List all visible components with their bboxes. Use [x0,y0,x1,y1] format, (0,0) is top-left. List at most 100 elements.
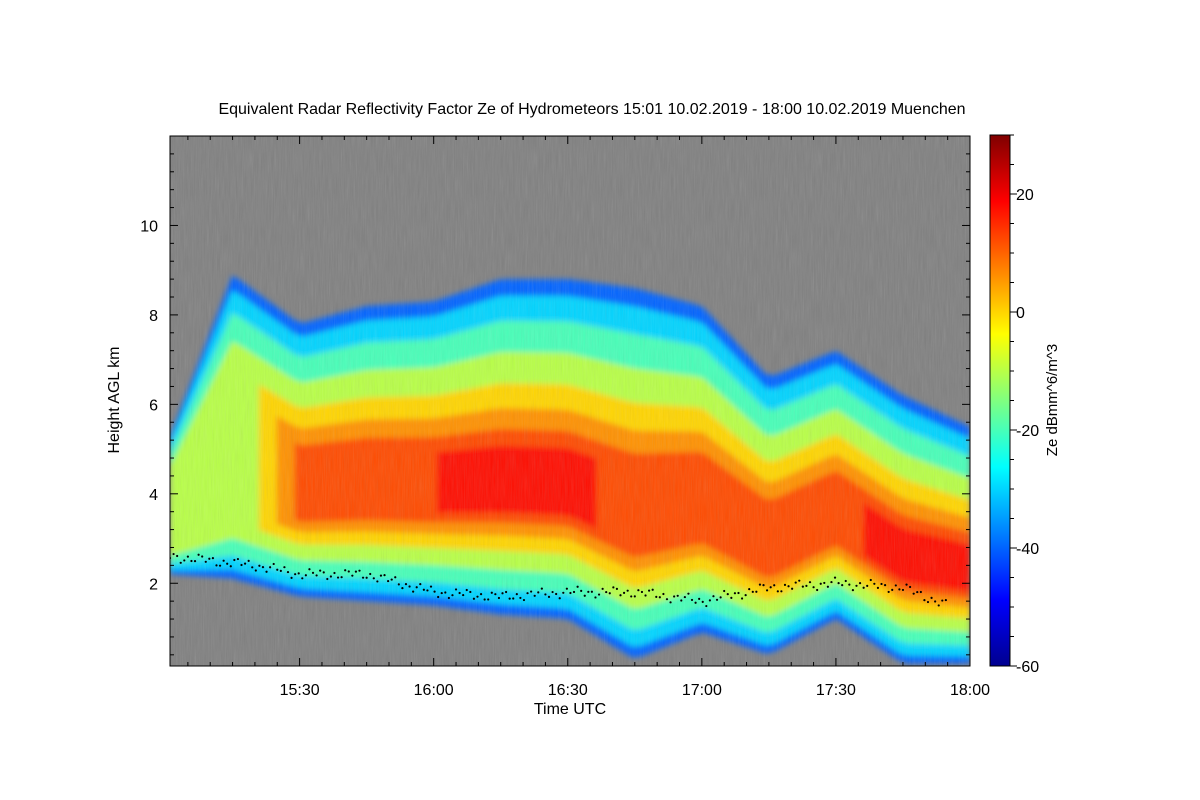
detection-point [290,576,293,580]
detection-point [372,577,375,580]
x-tick-label: 16:30 [548,682,588,699]
detection-point [537,591,540,594]
detection-point [873,582,876,585]
detection-point [941,599,944,602]
detection-point [648,589,651,592]
detection-point [336,576,340,579]
detection-point [844,579,847,583]
detection-point [558,597,561,600]
detection-point [773,584,776,587]
detection-point [748,588,751,591]
detection-point [633,595,636,598]
detection-point [765,589,769,592]
detection-point [705,604,708,608]
x-axis: 15:30 16:00 16:30 17:00 17:30 18:00 [187,136,990,699]
colorbar-label: Ze dBmm^6/m^3 [1044,344,1061,456]
detection-point [740,597,744,600]
detection-point [898,588,901,591]
detection-point [462,593,465,597]
detection-point [755,590,758,593]
detection-point [572,590,576,594]
detection-point [547,595,551,598]
detection-point [297,572,300,575]
detection-point [247,559,250,562]
detection-point [469,590,472,594]
detection-point [544,593,547,596]
detection-point [551,590,554,594]
detection-point [712,595,715,598]
detection-point [823,581,826,585]
detection-point [630,595,633,598]
detection-point [590,590,593,593]
detection-point [715,598,719,601]
detection-point [919,590,922,594]
detection-point [783,583,787,586]
detection-point [837,582,840,585]
detection-point [816,588,819,592]
y-axis-label: Height AGL km [106,346,123,453]
detection-point [626,589,629,592]
detection-point [858,582,862,585]
detection-point [201,555,204,558]
detection-point [390,578,393,581]
detection-point [891,588,894,591]
detection-point [780,590,783,593]
detection-point [340,576,343,579]
detection-point [283,566,286,569]
detection-point [576,585,579,588]
detection-point [429,585,433,588]
detection-point [490,591,493,594]
detection-point [222,559,225,562]
detection-point [733,592,737,595]
detection-point [526,592,529,595]
detection-point [701,600,704,603]
detection-point [451,594,454,597]
detection-point [673,595,676,598]
detection-point [433,590,436,593]
colorbar-tick-label: 20 [1016,187,1034,204]
detection-point [483,598,486,601]
detection-point [369,572,372,576]
colorbar-gradient [989,134,1011,667]
detection-point [344,569,347,572]
detection-point [862,586,865,589]
detection-point [808,581,812,584]
detection-point [279,569,282,573]
detection-point [730,596,733,599]
detection-point [737,591,740,595]
detection-point [347,570,350,573]
detection-point [758,583,762,586]
detection-point [876,586,880,590]
detection-point [501,592,504,595]
detection-point [240,563,243,567]
detection-point [404,583,408,586]
detection-point [944,598,947,602]
detection-point [909,585,912,589]
detection-point [937,604,940,607]
detection-point [583,594,586,597]
detection-point [894,584,897,587]
detection-point [658,596,661,599]
y-tick-label: 6 [149,397,158,414]
detection-point [515,593,518,596]
detection-point [830,580,833,584]
detection-point [301,577,304,580]
detection-point [333,571,336,575]
detection-point [311,571,315,574]
detection-point [476,595,479,598]
detection-point [762,584,765,587]
detection-point [276,568,279,571]
detection-point [848,583,851,586]
detection-point [294,573,297,576]
detection-point [533,594,536,597]
detection-point [329,575,332,578]
detection-point [208,557,211,560]
detection-point [286,570,290,574]
detection-point [665,598,669,601]
field-texture [170,136,970,666]
detection-point [497,596,501,600]
detection-point [587,590,590,593]
colorbar-tick-label: -20 [1016,423,1039,440]
detection-point [251,566,254,569]
